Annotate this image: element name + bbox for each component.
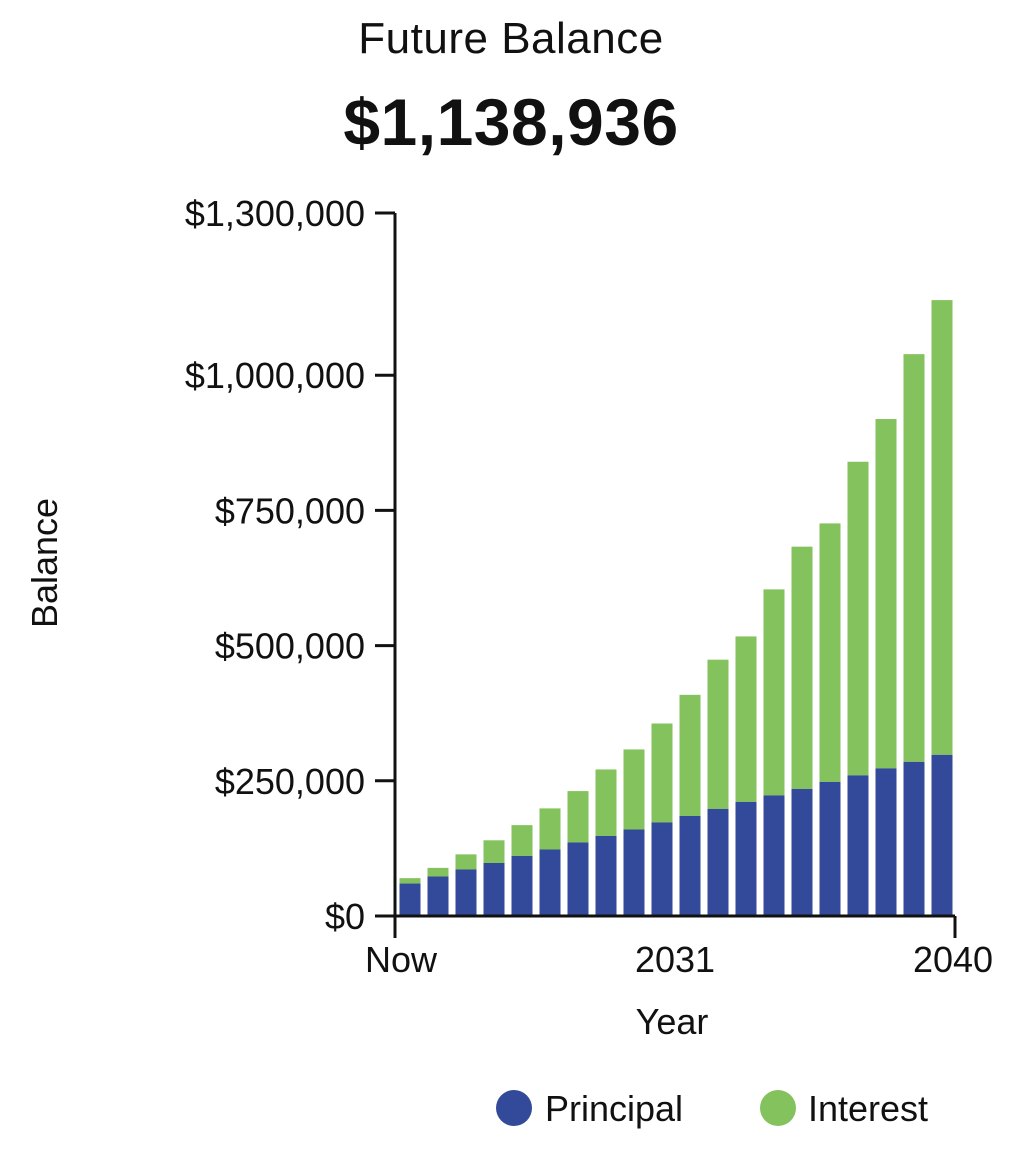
bar-principal-2027: [567, 842, 589, 916]
bar-principal-2039: [903, 761, 925, 916]
bar-principal-2026: [539, 849, 561, 916]
bar-interest-2026: [539, 808, 561, 850]
interest-legend-label: Interest: [808, 1088, 928, 1129]
bar-interest-2032: [707, 659, 729, 809]
bar-interest-Now: [399, 878, 421, 884]
bar-interest-2023: [455, 854, 477, 870]
x-tick-label: Now: [365, 939, 438, 980]
y-tick-label: $1,300,000: [185, 193, 365, 234]
bar-principal-2034: [763, 795, 785, 916]
bar-interest-2025: [511, 825, 533, 856]
y-axis-label: Balance: [24, 498, 65, 628]
x-ticks: Now 2031 2040: [365, 916, 993, 980]
bar-principal-2036: [819, 781, 841, 916]
x-tick-label: 2040: [913, 939, 993, 980]
y-tick-label: $250,000: [215, 761, 365, 802]
y-tick-label: $1,000,000: [185, 355, 365, 396]
y-tick-label: $0: [325, 896, 365, 937]
bar-interest-2029: [623, 749, 645, 830]
bar-interest-2040: [931, 300, 953, 755]
bar-interest-2039: [903, 354, 925, 762]
y-tick-label: $750,000: [215, 490, 365, 531]
bar-principal-2023: [455, 869, 477, 916]
bar-principal-2025: [511, 855, 533, 916]
bar-principal-2028: [595, 835, 617, 916]
bar-interest-2024: [483, 840, 505, 863]
bars-layer: [399, 300, 953, 916]
bar-principal-2032: [707, 808, 729, 916]
bar-interest-2033: [735, 636, 757, 802]
axes-layer: [375, 213, 955, 938]
bar-principal-2035: [791, 788, 813, 916]
principal-legend-swatch: [496, 1090, 532, 1126]
bar-principal-2024: [483, 863, 505, 916]
bar-interest-2037: [847, 461, 869, 776]
bar-principal-2031: [679, 815, 701, 916]
bar-principal-2040: [931, 754, 953, 916]
bar-interest-2038: [875, 419, 897, 769]
bar-principal-2038: [875, 768, 897, 916]
chart-title: Future Balance: [358, 14, 664, 63]
bar-interest-2022: [427, 867, 449, 877]
bar-interest-2027: [567, 791, 589, 843]
legend: Principal Interest: [496, 1088, 928, 1129]
bar-principal-2029: [623, 829, 645, 916]
bar-interest-2030: [651, 723, 673, 823]
bar-principal-2033: [735, 801, 757, 916]
x-tick-label: 2031: [635, 939, 715, 980]
future-balance-value: $1,138,936: [343, 85, 679, 159]
interest-legend-swatch: [760, 1090, 796, 1126]
bar-principal-2030: [651, 822, 673, 916]
bar-principal-2037: [847, 775, 869, 916]
y-ticks: $0 $250,000 $500,000 $750,000 $1,000,000 $1,3…: [185, 193, 395, 937]
principal-legend-label: Principal: [545, 1088, 683, 1129]
y-tick-label: $500,000: [215, 626, 365, 667]
x-axis-label: Year: [636, 1001, 709, 1042]
bar-principal-Now: [399, 883, 421, 916]
bar-interest-2031: [679, 694, 701, 816]
bar-interest-2034: [763, 589, 785, 796]
bar-interest-2036: [819, 523, 841, 782]
bar-interest-2028: [595, 769, 617, 836]
bar-principal-2022: [427, 876, 449, 916]
bar-interest-2035: [791, 546, 813, 789]
